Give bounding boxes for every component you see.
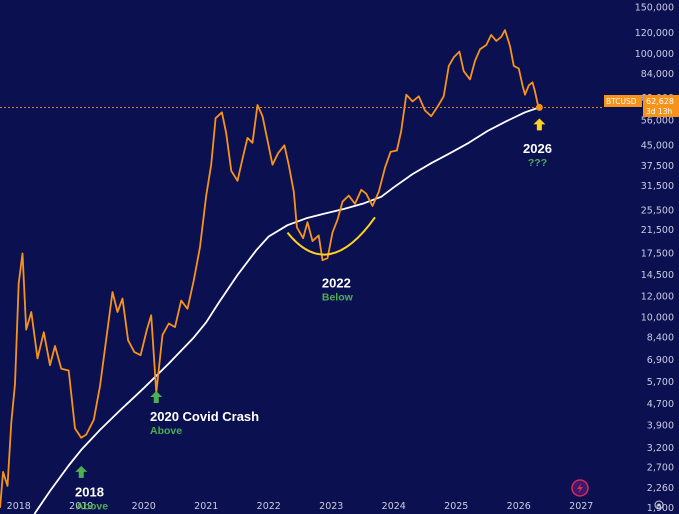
up-arrow-icon: [533, 118, 546, 131]
x-tick-label: 2027: [569, 501, 593, 512]
settings-icon[interactable]: [654, 500, 664, 510]
annotation-title: 2020 Covid Crash: [150, 409, 259, 424]
y-tick-label: 37,500: [641, 161, 674, 172]
y-tick-label: 4,700: [647, 399, 674, 410]
y-tick-label: 84,000: [641, 69, 674, 80]
y-tick-label: 6,900: [647, 355, 674, 366]
annotation-title: 2018: [75, 484, 104, 499]
annotation-3: 2026???: [523, 118, 552, 169]
y-tick-label: 10,000: [641, 313, 674, 324]
y-tick-label: 56,000: [641, 115, 674, 126]
moving-average-line: [33, 106, 540, 514]
annotation-label: Above: [76, 500, 108, 512]
lightning-icon[interactable]: [571, 479, 589, 497]
x-tick-label: 2024: [382, 501, 406, 512]
annotation-label: Above: [150, 425, 182, 437]
y-tick-label: 3,200: [647, 443, 674, 454]
btc-price-line: [0, 29, 541, 508]
y-tick-label: 100,000: [635, 49, 674, 60]
x-tick-label: 2021: [194, 501, 218, 512]
x-tick-label: 2019: [69, 501, 93, 512]
y-tick-label: 5,700: [647, 377, 674, 388]
cup-curve-2022: [286, 216, 376, 256]
x-tick-label: 2020: [132, 501, 156, 512]
y-tick-label: 17,500: [641, 248, 674, 259]
x-tick-label: 2018: [7, 501, 31, 512]
y-tick-label: 2,700: [647, 463, 674, 474]
ticker-label: BTCUSD: [606, 97, 637, 106]
y-tick-label: 12,000: [641, 292, 674, 303]
y-tick-label: 1,900: [647, 503, 674, 514]
up-arrow-icon: [75, 465, 88, 478]
y-tick-label: 21,500: [641, 225, 674, 236]
price-label-box: BTCUSD 62,628 3d 13h: [604, 95, 679, 117]
price-countdown: 3d 13h: [646, 107, 672, 116]
y-tick-label: 31,500: [641, 181, 674, 192]
series-layer: [0, 29, 543, 514]
y-tick-label: 3,900: [647, 420, 674, 431]
y-tick-label: 2,260: [647, 483, 674, 494]
x-axis: 2018 2019 2020 2021 2022 2023 2024 2025 2026 2027: [7, 501, 594, 512]
price-value: 62,628: [646, 97, 674, 106]
annotation-label: Below: [322, 292, 354, 304]
y-tick-label: 150,000: [635, 2, 674, 13]
x-tick-label: 2023: [319, 501, 343, 512]
y-tick-label: 25,500: [641, 205, 674, 216]
x-tick-label: 2026: [507, 501, 531, 512]
x-tick-label: 2025: [444, 501, 468, 512]
x-tick-label: 2022: [257, 501, 281, 512]
y-axis: 150,000120,000100,00084,00068,00056,0004…: [635, 2, 674, 513]
ticker-label-bg: [604, 95, 642, 107]
y-tick-label: 8,400: [647, 333, 674, 344]
y-tick-label: 120,000: [635, 28, 674, 39]
y-tick-label: 14,500: [641, 270, 674, 281]
y-tick-label: 45,000: [641, 140, 674, 151]
up-arrow-icon: [150, 390, 163, 403]
annotation-label: ???: [528, 157, 547, 169]
annotation-title: 2022: [322, 276, 351, 291]
price-value-bg: [643, 95, 679, 117]
current-price-point: [535, 103, 543, 111]
annotation-title: 2026: [523, 141, 552, 156]
